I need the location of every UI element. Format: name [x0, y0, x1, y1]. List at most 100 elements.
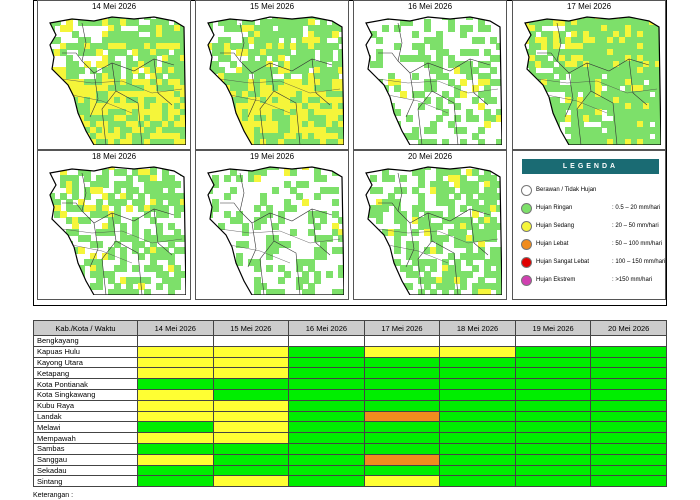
forecast-cell [363, 453, 441, 466]
forecast-cell [590, 464, 667, 477]
forecast-cell [288, 421, 365, 434]
forecast-cell [514, 475, 592, 488]
forecast-cell [514, 399, 592, 412]
table-row: Kayong Utara [33, 356, 667, 369]
rain-forecast-map-icon [207, 16, 344, 145]
rain-forecast-map-icon [365, 16, 502, 145]
forecast-cell [137, 453, 214, 466]
forecast-cell [514, 335, 592, 347]
table-row: Melawi [33, 421, 667, 434]
region-name: Sambas [33, 442, 138, 455]
forecast-cell [137, 367, 214, 380]
table-row: Bengkayang [33, 335, 667, 347]
forecast-cell [288, 464, 365, 477]
rain-forecast-map-icon [365, 166, 502, 295]
legend-label: Hujan Lebat [536, 241, 569, 247]
forecast-cell [212, 335, 290, 347]
region-name: Kota Singkawang [33, 388, 138, 401]
table-row: Ketapang [33, 367, 667, 380]
legend-range: : 100 – 150 mm/hari [612, 259, 666, 265]
forecast-cell [590, 345, 667, 358]
forecast-cell [590, 399, 667, 412]
table-row: Sekadau [33, 464, 667, 477]
forecast-cell [439, 388, 516, 401]
legend-color-dot [521, 185, 532, 196]
forecast-cell [439, 356, 516, 369]
forecast-cell [288, 378, 365, 390]
rain-forecast-table: Kab./Kota / Waktu 14 Mei 2026 15 Mei 2026 1… [33, 320, 667, 488]
forecast-cell [288, 432, 365, 444]
forecast-cell [212, 410, 290, 423]
forecast-cell [590, 421, 667, 434]
legend-range: : 20 – 50 mm/hari [612, 223, 659, 229]
forecast-cell [439, 410, 516, 423]
legend-label: Hujan Sangat Lebat [536, 259, 590, 265]
forecast-cell [137, 345, 214, 358]
forecast-cell [288, 399, 365, 412]
forecast-cell [514, 367, 592, 380]
forecast-cell [590, 410, 667, 423]
forecast-cell [288, 388, 365, 401]
rain-forecast-map-icon [524, 16, 661, 145]
forecast-cell [363, 421, 441, 434]
forecast-cell [212, 345, 290, 358]
table-row: Kota Singkawang [33, 388, 667, 401]
panel-date: 18 Mei 2026 [91, 152, 137, 161]
table-header-row: Kab./Kota / Waktu 14 Mei 2026 15 Mei 2026 1… [33, 320, 667, 336]
forecast-cell [288, 367, 365, 380]
forecast-cell [137, 378, 214, 390]
forecast-cell [137, 464, 214, 477]
forecast-cell [590, 432, 667, 444]
forecast-cell [363, 335, 441, 347]
forecast-cell [137, 475, 214, 488]
table-header-cell: 20 Mei 2026 [590, 320, 667, 336]
table-header-cell: 15 Mei 2026 [212, 320, 290, 336]
legend-color-dot [521, 203, 532, 214]
forecast-cell [439, 399, 516, 412]
forecast-cell [363, 345, 441, 358]
region-name: Ketapang [33, 367, 138, 380]
legend-label: Berawan / Tidak Hujan [536, 187, 597, 193]
forecast-cell [439, 367, 516, 380]
forecast-cell [137, 432, 214, 444]
forecast-cell [439, 421, 516, 434]
forecast-cell [439, 475, 516, 488]
legend-range: : >150 mm/hari [612, 277, 653, 283]
forecast-cell [439, 345, 516, 358]
forecast-panel-6: 19 Mei 2026 [195, 150, 349, 300]
region-name: Kota Pontianak [33, 378, 138, 390]
region-name: Sintang [33, 475, 138, 488]
forecast-cell [514, 453, 592, 466]
forecast-cell [212, 399, 290, 412]
forecast-cell [363, 464, 441, 477]
forecast-cell [212, 442, 290, 455]
legend-range: : 0.5 – 20 mm/hari [612, 205, 661, 211]
forecast-cell [514, 345, 592, 358]
forecast-cell [590, 388, 667, 401]
forecast-cell [514, 378, 592, 390]
forecast-cell [137, 356, 214, 369]
forecast-cell [514, 421, 592, 434]
table-row: Sintang [33, 475, 667, 488]
legend-range: : 50 – 100 mm/hari [612, 241, 663, 247]
table-row: Kubu Raya [33, 399, 667, 412]
forecast-panel-5: 18 Mei 2026 [37, 150, 191, 300]
forecast-cell [514, 388, 592, 401]
table-header-cell: 14 Mei 2026 [137, 320, 214, 336]
forecast-cell [288, 345, 365, 358]
table-row: Mempawah [33, 432, 667, 444]
forecast-cell [137, 442, 214, 455]
forecast-cell [288, 475, 365, 488]
forecast-panel-7: 20 Mei 2026 [353, 150, 507, 300]
table-header-cell: 17 Mei 2026 [363, 320, 441, 336]
forecast-panel-4: 17 Mei 2026 [512, 0, 666, 150]
forecast-cell [137, 410, 214, 423]
region-name: Melawi [33, 421, 138, 434]
panel-date: 17 Mei 2026 [566, 2, 612, 11]
rain-forecast-map-icon [207, 166, 344, 295]
region-name: Mempawah [33, 432, 138, 444]
region-name: Bengkayang [33, 335, 138, 347]
forecast-cell [212, 388, 290, 401]
legend-color-dot [521, 257, 532, 268]
panel-date: 16 Mei 2026 [407, 2, 453, 11]
